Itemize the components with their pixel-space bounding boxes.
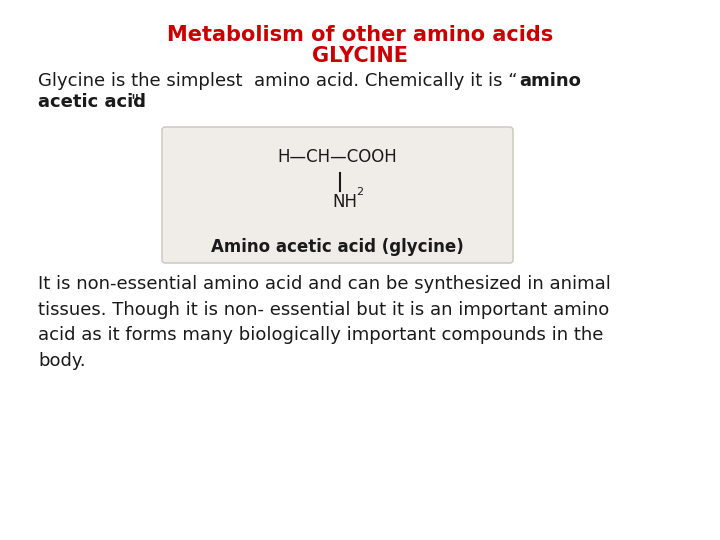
FancyBboxPatch shape bbox=[162, 127, 513, 263]
Text: NH: NH bbox=[333, 193, 358, 211]
Text: Metabolism of other amino acids: Metabolism of other amino acids bbox=[167, 25, 553, 45]
Text: acetic acid: acetic acid bbox=[38, 93, 152, 111]
Text: It is non-essential amino acid and can be synthesized in animal
tissues. Though : It is non-essential amino acid and can b… bbox=[38, 275, 611, 370]
Text: amino: amino bbox=[519, 72, 581, 90]
Text: Amino acetic acid (glycine): Amino acetic acid (glycine) bbox=[211, 238, 464, 256]
Text: GLYCINE: GLYCINE bbox=[312, 46, 408, 66]
Text: H—CH—COOH: H—CH—COOH bbox=[278, 148, 397, 166]
Text: ".: ". bbox=[130, 93, 144, 111]
Text: Glycine is the simplest  amino acid. Chemically it is “: Glycine is the simplest amino acid. Chem… bbox=[38, 72, 518, 90]
Text: 2: 2 bbox=[356, 187, 364, 197]
